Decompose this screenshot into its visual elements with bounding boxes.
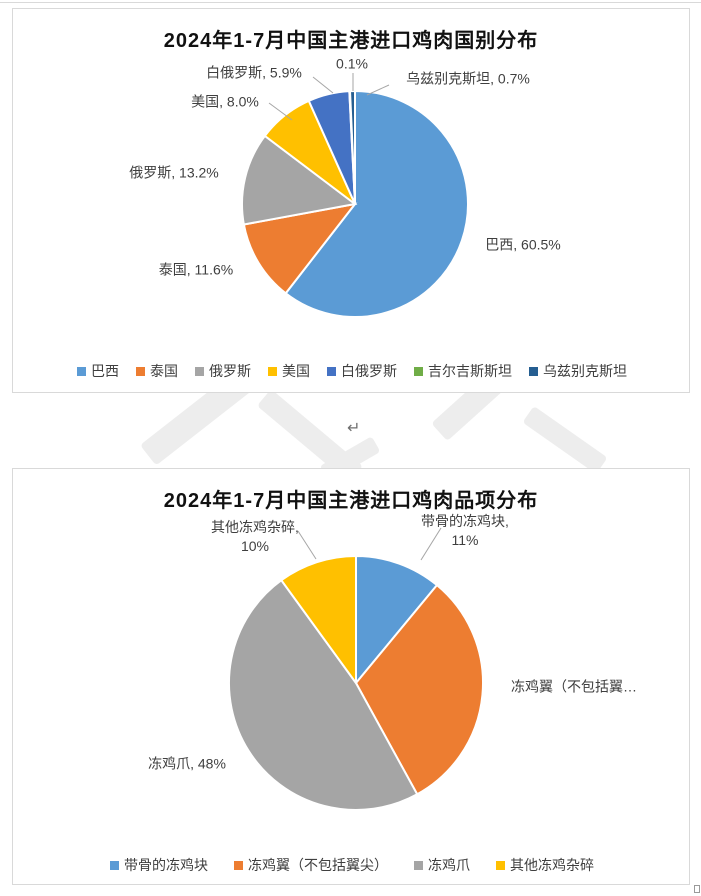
- data-label-kyrgyzstan: 0.1%: [336, 55, 368, 72]
- legend-swatch: [327, 366, 336, 376]
- pie-slice-3: [279, 554, 357, 687]
- legend-swatch: [234, 860, 243, 870]
- data-label-line: 11%: [451, 532, 479, 548]
- legend-swatch: [268, 366, 277, 376]
- pie-slice-1: [242, 202, 358, 295]
- legend-swatch: [529, 366, 538, 376]
- legend-label: 其他冻鸡杂碎: [510, 857, 594, 873]
- data-label-russia: 俄罗斯, 13.2%: [129, 164, 219, 181]
- pie-slice-0: [355, 554, 439, 686]
- chart-item-distribution[interactable]: 2024年1-7月中国主港进口鸡肉品项分布 带骨的冻鸡块, 11% 冻鸡翼（不包…: [12, 468, 690, 885]
- legend-item-russia: 俄罗斯: [195, 361, 251, 381]
- legend-item-wings: 冻鸡翼（不包括翼尖）: [234, 855, 388, 875]
- chart-title: 2024年1-7月中国主港进口鸡肉品项分布: [163, 490, 539, 512]
- paragraph-return-mark: ↵: [347, 420, 361, 437]
- legend-items: 带骨的冻鸡块 冻鸡翼（不包括翼尖） 冻鸡爪 其他冻鸡杂碎: [13, 855, 691, 875]
- pie-slice-2: [227, 578, 419, 811]
- leader-line-belarus: [312, 76, 334, 94]
- leader-line-uzbekistan: [366, 84, 390, 96]
- data-label-usa: 美国, 8.0%: [191, 93, 259, 110]
- pie-slice-0: [284, 89, 469, 318]
- pie-items: [227, 527, 484, 811]
- data-label-other-offal: 其他冻鸡杂碎, 10%: [211, 518, 299, 556]
- legend-item-thailand: 泰国: [136, 361, 178, 381]
- legend-item-other-offal: 其他冻鸡杂碎: [496, 855, 594, 875]
- legend-swatch: [136, 366, 145, 376]
- object-anchor-mark: [694, 885, 700, 893]
- chart-title: 2024年1-7月中国主港进口鸡肉国别分布: [163, 30, 539, 52]
- pie-country: [241, 73, 469, 318]
- data-label-line: 带骨的冻鸡块,: [421, 513, 509, 529]
- legend-swatch: [414, 860, 423, 870]
- legend-label: 吉尔吉斯斯坦: [428, 363, 512, 379]
- pie-slice-6: [348, 89, 356, 205]
- legend-item-usa: 美国: [268, 361, 310, 381]
- legend-swatch: [110, 860, 119, 870]
- page-top-rule: [0, 2, 701, 3]
- legend-label: 带骨的冻鸡块: [124, 857, 208, 873]
- leader-line-bone-in-pieces: [420, 527, 442, 561]
- plot-area-country: 巴西, 60.5% 泰国, 11.6% 俄罗斯, 13.2% 美国, 8.0% …: [13, 9, 691, 392]
- pie-slice-1: [354, 583, 484, 796]
- data-label-belarus: 白俄罗斯, 5.9%: [206, 64, 302, 81]
- data-label-line: 10%: [240, 538, 270, 554]
- pie-slice-2: [241, 134, 358, 226]
- legend-item-bone-in-pieces: 带骨的冻鸡块: [110, 855, 208, 875]
- legend-swatch: [496, 860, 505, 870]
- data-label-thailand: 泰国, 11.6%: [158, 261, 234, 278]
- legend-item-belarus: 白俄罗斯: [327, 361, 397, 381]
- data-label-feet: 冻鸡爪, 48%: [148, 755, 226, 772]
- legend-label: 巴西: [91, 363, 119, 379]
- data-label-uzbekistan: 乌兹别克斯坦, 0.7%: [406, 70, 530, 87]
- legend-label: 美国: [282, 363, 310, 379]
- leader-line-other-offal: [297, 530, 317, 560]
- legend-label: 乌兹别克斯坦: [543, 363, 627, 379]
- legend-swatch: [77, 366, 86, 376]
- data-label-bone-in-pieces: 带骨的冻鸡块, 11%: [421, 512, 509, 550]
- legend-item-kyrgyzstan: 吉尔吉斯斯坦: [414, 361, 512, 381]
- data-label-line: 其他冻鸡杂碎,: [211, 519, 299, 535]
- legend-swatch: [414, 366, 423, 376]
- legend-item-brazil: 巴西: [77, 361, 119, 381]
- data-label-brazil: 巴西, 60.5%: [485, 236, 561, 253]
- data-label-wings: 冻鸡翼（不包括翼…: [511, 678, 637, 695]
- legend-label: 俄罗斯: [209, 363, 251, 379]
- legend-label: 冻鸡翼（不包括翼尖）: [248, 857, 388, 873]
- legend-swatch: [195, 366, 204, 376]
- legend-item-feet: 冻鸡爪: [414, 855, 470, 875]
- legend-country: 巴西 泰国 俄罗斯 美国 白俄罗斯 吉尔吉斯斯坦 乌兹别克斯坦: [13, 361, 691, 381]
- legend-label: 白俄罗斯: [341, 363, 397, 379]
- legend-label: 泰国: [150, 363, 178, 379]
- leader-line-usa: [268, 102, 293, 121]
- legend-label: 冻鸡爪: [428, 857, 470, 873]
- legend-item-uzbekistan: 乌兹别克斯坦: [529, 361, 627, 381]
- chart-country-distribution[interactable]: 2024年1-7月中国主港进口鸡肉国别分布 巴西, 60.5% 泰国, 11.6…: [12, 8, 690, 393]
- plot-area-items: 带骨的冻鸡块, 11% 冻鸡翼（不包括翼… 冻鸡爪, 48% 其他冻鸡杂碎, 1…: [13, 469, 691, 884]
